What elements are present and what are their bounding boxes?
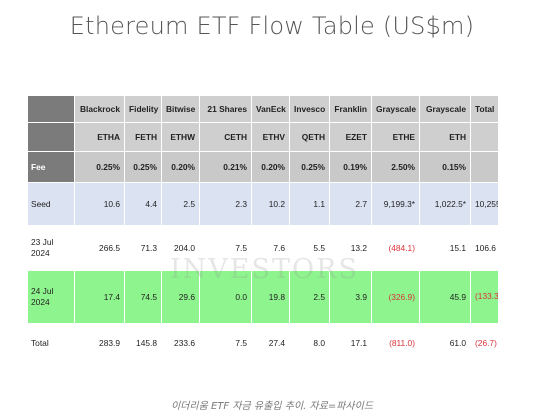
fee-cell: 0.19% [329, 150, 372, 183]
ticker-cell: CETH [199, 122, 252, 152]
jul23-cell: 15.1 [419, 225, 471, 271]
jul23-cell: (484.1) [371, 225, 420, 271]
jul24-cell: 17.4 [74, 269, 125, 324]
jul24-cell: 2.5 [289, 269, 330, 324]
total-col-jul23: 106.6 [470, 225, 499, 271]
issuer-header-cell: Fidelity [124, 94, 162, 124]
row-label-seed: Seed [27, 181, 75, 227]
issuer-header-cell: Grayscale [371, 94, 420, 124]
seed-row: Seed 10.6 4.4 2.5 2.3 10.2 1.1 2.7 9,199.3* 1,022… [27, 181, 499, 227]
corner-cell [27, 94, 75, 124]
ticker-cell: ETHA [74, 122, 125, 152]
ticker-cell: QETH [289, 122, 330, 152]
jul23-cell: 204.0 [161, 225, 200, 271]
fee-cell: 0.15% [419, 150, 471, 183]
row-label-jul24: 24 Jul 2024 [27, 269, 75, 324]
seed-cell: 10.2 [251, 181, 290, 227]
ticker-row: ETHA FETH ETHW CETH ETHV QETH EZET ETHE ETH [27, 122, 499, 152]
corner-cell [27, 122, 75, 152]
seed-cell: 10.6 [74, 181, 125, 227]
total-col-total: (26.7) [470, 322, 499, 364]
jul24-cell: (326.9) [371, 269, 420, 324]
issuer-header-cell: Blackrock [74, 94, 125, 124]
total-cell: 8.0 [289, 322, 330, 364]
ticker-cell: ETH [419, 122, 471, 152]
total-row: Total 283.9 145.8 233.6 7.5 27.4 8.0 17.1 (811.0… [27, 322, 499, 364]
row-label-fee: Fee [27, 150, 75, 183]
fee-row: Fee 0.25% 0.25% 0.20% 0.21% 0.20% 0.25% 0.19% 2.… [27, 150, 499, 183]
total-col-seed: 10,255 [470, 181, 499, 227]
jul23-cell: 5.5 [289, 225, 330, 271]
seed-cell: 1,022.5* [419, 181, 471, 227]
watermark-text: INVESTORS [170, 254, 359, 285]
fee-cell: 0.25% [289, 150, 330, 183]
seed-cell: 1.1 [289, 181, 330, 227]
jul24-cell: 45.9 [419, 269, 471, 324]
total-cell: 145.8 [124, 322, 162, 364]
total-col-jul24: (133.3) [470, 269, 499, 324]
jul24-cell: 74.5 [124, 269, 162, 324]
fee-cell: 2.50% [371, 150, 420, 183]
jul24-row: 24 Jul 2024 17.4 74.5 29.6 0.0 19.8 2.5 3.9 (326… [27, 269, 499, 324]
issuer-header-cell: Franklin [329, 94, 372, 124]
page-title: Ethereum ETF Flow Table (US$m) [69, 12, 475, 40]
fee-cell: 0.20% [251, 150, 290, 183]
total-cell: 17.1 [329, 322, 372, 364]
issuer-header-cell: VanEck [251, 94, 290, 124]
jul23-cell: 7.5 [199, 225, 252, 271]
total-cell: 283.9 [74, 322, 125, 364]
fee-cell: 0.20% [161, 150, 200, 183]
issuer-header-cell: Invesco [289, 94, 330, 124]
image-caption: 이더리움 ETF 자금 유출입 추이. 자료=파사이드 [170, 401, 374, 412]
total-cell: 27.4 [251, 322, 290, 364]
jul24-cell: 29.6 [161, 269, 200, 324]
seed-cell: 9,199.3* [371, 181, 420, 227]
row-label-total: Total [27, 322, 75, 364]
total-cell: 7.5 [199, 322, 252, 364]
issuer-header-cell: Total [470, 94, 499, 124]
fee-cell: 0.25% [74, 150, 125, 183]
ticker-cell: EZET [329, 122, 372, 152]
ticker-cell: ETHE [371, 122, 420, 152]
jul24-cell: 19.8 [251, 269, 290, 324]
fee-cell: 0.25% [124, 150, 162, 183]
issuer-header-cell: 21 Shares [199, 94, 252, 124]
empty-cell [470, 150, 499, 183]
fee-cell: 0.21% [199, 150, 252, 183]
total-cell: (811.0) [371, 322, 420, 364]
ticker-cell: FETH [124, 122, 162, 152]
ticker-cell: ETHW [161, 122, 200, 152]
seed-cell: 2.3 [199, 181, 252, 227]
total-cell: 233.6 [161, 322, 200, 364]
seed-cell: 2.7 [329, 181, 372, 227]
issuer-header-cell: Grayscale [419, 94, 471, 124]
jul23-cell: 266.5 [74, 225, 125, 271]
seed-cell: 2.5 [161, 181, 200, 227]
empty-cell [470, 122, 499, 152]
total-cell: 61.0 [419, 322, 471, 364]
jul23-cell: 13.2 [329, 225, 372, 271]
row-label-jul23: 23 Jul 2024 [27, 225, 75, 271]
jul23-cell: 7.6 [251, 225, 290, 271]
ticker-cell: ETHV [251, 122, 290, 152]
etf-flow-table: Blackrock Fidelity Bitwise 21 Shares VanEck I… [27, 94, 499, 364]
issuer-header-row: Blackrock Fidelity Bitwise 21 Shares VanEck I… [27, 94, 499, 124]
jul23-cell: 71.3 [124, 225, 162, 271]
seed-cell: 4.4 [124, 181, 162, 227]
jul23-row: 23 Jul 2024 266.5 71.3 204.0 7.5 7.6 5.5 13.2 (4… [27, 225, 499, 271]
issuer-header-cell: Bitwise [161, 94, 200, 124]
